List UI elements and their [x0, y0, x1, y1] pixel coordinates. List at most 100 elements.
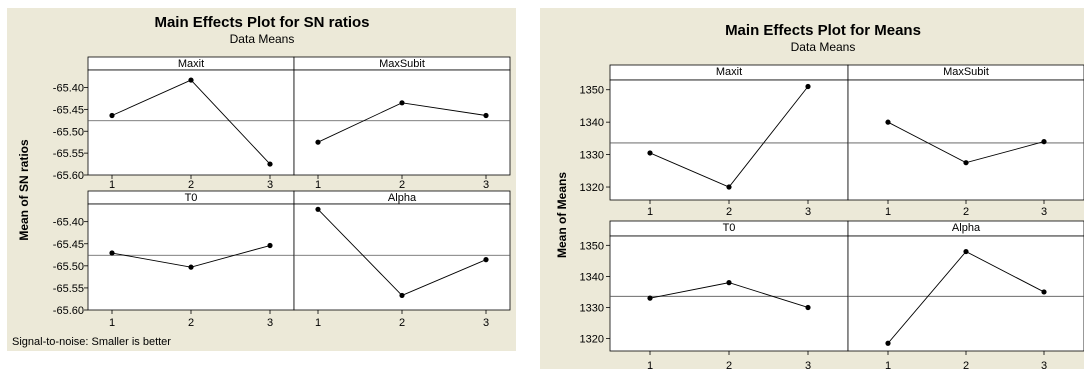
means-panel-maxit-point [647, 150, 653, 156]
sn-ratios-panel-t0-strip-label: T0 [185, 192, 198, 204]
means-panel-t0-ytick-label: 1330 [580, 302, 604, 314]
sn-ratios-panel-maxit-point [267, 161, 273, 167]
means-panel-t0-xtick-label: 2 [726, 360, 732, 369]
sn-ratios-panel-alpha-point [483, 257, 489, 263]
sn-ratios-panel-alpha-strip-label: Alpha [388, 192, 417, 204]
sn-ratios-chart-subtitle: Data Means [230, 32, 295, 46]
means-panel-maxit-plot-area [609, 79, 849, 201]
means-chart-subtitle: Data Means [791, 40, 856, 54]
means-chart: Main Effects Plot for Means Data Means M… [540, 8, 1084, 369]
sn-ratios-panel-t0-ytick-label: -65.40 [53, 217, 84, 229]
means-panel-maxit-xtick-label: 1 [647, 206, 653, 218]
sn-ratios-panel-maxit-ytick-label: -65.40 [53, 83, 84, 95]
sn-ratios-panel-maxit: Maxit -65.40 -65.45 -65.50 -65.55 -65.60 1 2 3 [53, 56, 295, 191]
means-panel-maxit-xtick-label: 2 [726, 206, 732, 218]
means-panel-maxit-ytick-label: 1350 [580, 85, 604, 97]
sn-ratios-panel-alpha-xtick-label: 2 [399, 317, 405, 329]
sn-ratios-panel-maxit-ytick-label: -65.60 [53, 170, 84, 182]
means-panel-alpha-point [963, 248, 969, 255]
means-panel-maxsubit: MaxSubit 1 2 3 [847, 64, 1084, 218]
sn-ratios-panel-maxit-point [109, 112, 115, 119]
means-panel-t0-ytick-label: 1320 [580, 334, 604, 346]
sn-ratios-panel-maxsubit-xtick-label: 3 [483, 179, 489, 191]
sn-ratios-panel-t0: T0 -65.40 -65.45 -65.50 -65.55 -65.60 1 2 3 [53, 190, 295, 329]
sn-ratios-panel-maxsubit-plot-area [293, 69, 511, 176]
sn-ratios-panel-t0-ytick-label: -65.60 [53, 305, 84, 317]
sn-ratios-panel-maxit-ytick-label: -65.55 [53, 148, 84, 160]
sn-ratios-panel-maxsubit-strip-label: MaxSubit [379, 58, 425, 70]
sn-ratios-panel-maxit-xtick-label: 3 [267, 179, 273, 191]
means-panel-t0-point [647, 295, 653, 301]
sn-ratios-panel-maxit-ytick-label: -65.50 [53, 126, 84, 138]
sn-ratios-panel-t0-xtick-label: 2 [188, 317, 194, 329]
sn-ratios-panel-maxit-strip-label: Maxit [178, 58, 204, 70]
sn-ratios-panel-maxsubit-xtick-label: 2 [399, 179, 405, 191]
means-panel-maxit: Maxit 1320 1330 1340 1350 1 2 3 [580, 64, 849, 218]
means-panel-alpha-xtick-label: 3 [1041, 360, 1047, 369]
sn-ratios-panel-t0-point [267, 242, 273, 249]
means-panel-maxsubit-strip-label: MaxSubit [943, 66, 989, 78]
sn-ratios-panel-t0-plot-area [87, 203, 295, 311]
means-panel-maxsubit-point [1041, 139, 1047, 145]
means-panel-maxit-xtick-label: 3 [805, 206, 811, 218]
sn-ratios-panel-t0-ytick-label: -65.45 [53, 239, 84, 251]
sn-ratios-panel-maxsubit-point [315, 139, 321, 145]
means-panel-t0-xtick-label: 1 [647, 360, 653, 369]
sn-ratios-panel-t0-xtick-label: 3 [267, 317, 273, 329]
means-panel-maxit-point [726, 184, 732, 190]
means-panel-t0-plot-area [609, 235, 849, 352]
means-panel-alpha-point [885, 340, 891, 346]
means-panel-alpha-xtick-label: 2 [963, 360, 969, 369]
sn-ratios-panel-maxsubit-xtick-label: 1 [315, 179, 321, 191]
sn-ratios-panel-alpha-xtick-label: 3 [483, 317, 489, 329]
means-panel-maxsubit-plot-area [847, 79, 1084, 201]
means-panel-maxsubit-xtick-label: 3 [1041, 206, 1047, 218]
sn-ratios-panel-maxit-xtick-label: 2 [188, 179, 194, 191]
sn-ratios-panel-maxit-xtick-label: 1 [109, 179, 115, 191]
means-panel-maxit-point [805, 83, 811, 90]
sn-ratios-panel-t0-point [188, 264, 194, 270]
sn-ratios-panel-alpha: Alpha 1 2 3 [293, 190, 511, 329]
sn-ratios-panel-alpha-point [399, 292, 405, 299]
sn-ratios-panel-t0-xtick-label: 1 [109, 317, 115, 329]
sn-ratios-panel-maxsubit: MaxSubit 1 2 3 [293, 56, 511, 191]
means-panel-alpha-xtick-label: 1 [885, 360, 891, 369]
means-chart-title: Main Effects Plot for Means [725, 22, 921, 39]
means-panel-t0: T0 1320 1330 1340 1350 1 2 3 [580, 220, 849, 369]
means-panel-maxit-ytick-label: 1340 [580, 117, 604, 129]
means-panel-maxit-ytick-label: 1330 [580, 150, 604, 162]
sn-ratios-panel-maxit-plot-area [87, 69, 295, 176]
means-panel-t0-point [805, 304, 811, 311]
sn-ratios-panel-t0-ytick-label: -65.55 [53, 283, 84, 295]
means-panel-alpha-strip-label: Alpha [952, 222, 981, 234]
means-panel-maxsubit-xtick-label: 2 [963, 206, 969, 218]
means-panel-maxit-strip-label: Maxit [716, 66, 742, 78]
sn-ratios-panel-maxit-point [188, 77, 194, 83]
sn-ratios-panels: Maxit-65.40-65.45-65.50-65.55-65.601 2 3Ma… [53, 56, 511, 329]
sn-ratios-footnote: Signal-to-noise: Smaller is better [12, 336, 171, 348]
means-y-axis-label: Mean of Means [555, 172, 569, 258]
means-panel-alpha: Alpha 1 2 3 [847, 220, 1084, 369]
means-panel-maxit-ytick-label: 1320 [580, 182, 604, 194]
sn-ratios-panel-maxsubit-point [483, 112, 489, 119]
sn-ratios-panel-alpha-point [315, 206, 321, 212]
means-panel-t0-ytick-label: 1340 [580, 271, 604, 283]
sn-ratios-panel-t0-point [109, 250, 115, 256]
sn-ratios-chart-title: Main Effects Plot for SN ratios [154, 14, 369, 31]
means-panel-t0-ytick-label: 1350 [580, 240, 604, 252]
means-panel-t0-xtick-label: 3 [805, 360, 811, 369]
means-panel-alpha-point [1041, 289, 1047, 295]
means-panel-maxsubit-point [885, 119, 891, 125]
means-panel-t0-point [726, 280, 732, 286]
sn-ratios-panel-alpha-xtick-label: 1 [315, 317, 321, 329]
means-panel-maxsubit-xtick-label: 1 [885, 206, 891, 218]
sn-ratios-panel-maxit-ytick-label: -65.45 [53, 104, 84, 116]
sn-ratios-chart: Main Effects Plot for SN ratios Data Mea… [7, 8, 516, 351]
sn-ratios-panel-maxsubit-point [399, 100, 405, 106]
sn-ratios-panel-t0-ytick-label: -65.50 [53, 261, 84, 273]
means-panel-t0-strip-label: T0 [723, 222, 736, 234]
means-panel-maxsubit-point [963, 160, 969, 166]
sn-ratios-y-axis-label: Mean of SN ratios [17, 139, 31, 241]
